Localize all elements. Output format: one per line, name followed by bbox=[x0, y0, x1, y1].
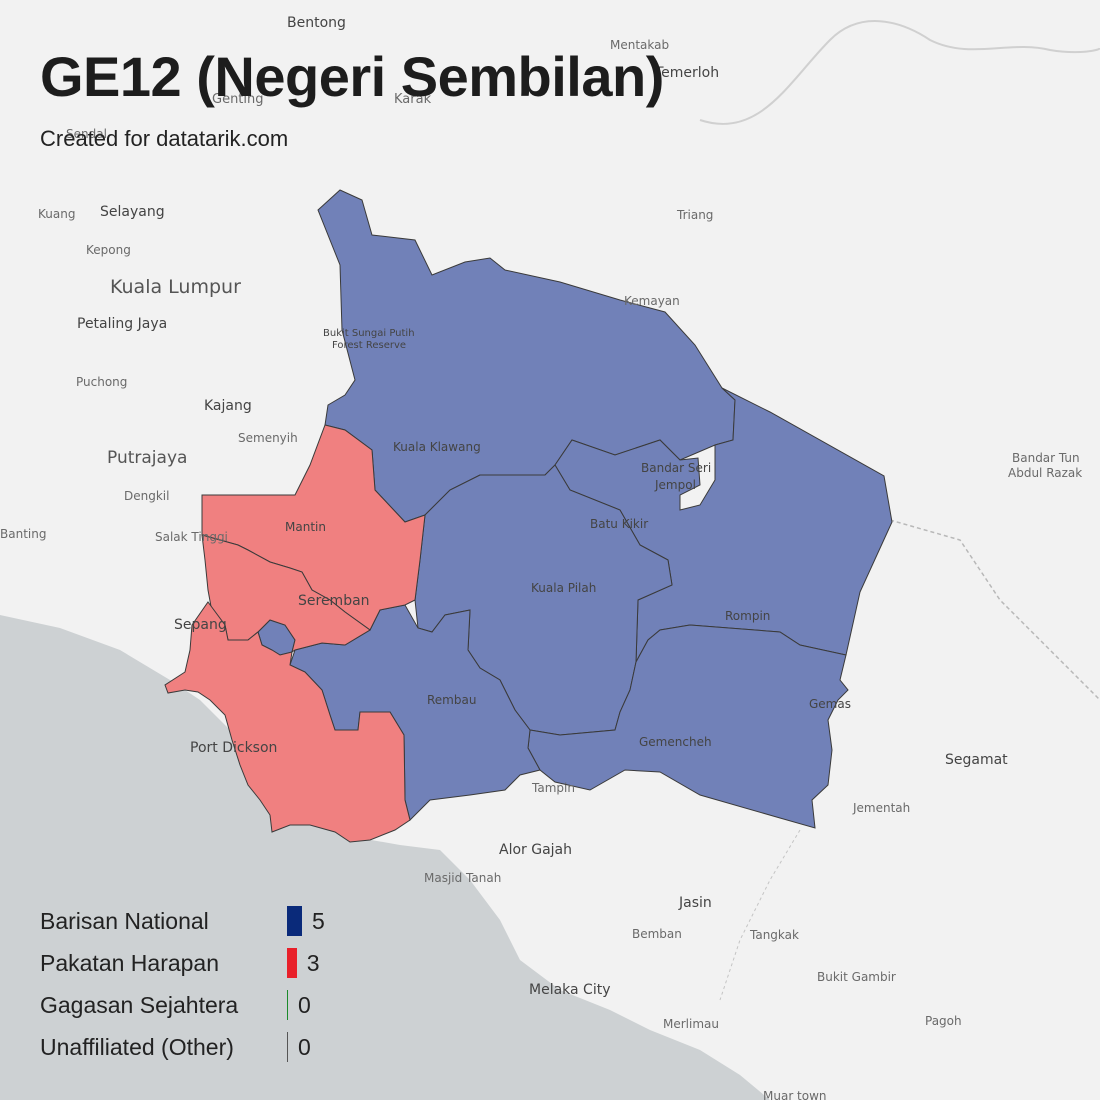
place-label-batu-kikir: Batu Kikir bbox=[590, 517, 648, 531]
place-label-dengkil: Dengkil bbox=[124, 489, 169, 503]
state-border bbox=[889, 519, 1100, 701]
legend-label: Unaffiliated (Other) bbox=[40, 1033, 234, 1060]
place-label-temerloh: Temerloh bbox=[654, 65, 719, 81]
place-label-mantin: Mantin bbox=[285, 520, 326, 534]
place-label-bandar-tun-abdul-razak-2: Abdul Razak bbox=[1008, 466, 1082, 480]
place-label-alor-gajah: Alor Gajah bbox=[499, 842, 572, 858]
place-label-kemayan: Kemayan bbox=[624, 294, 680, 308]
legend-label: Gagasan Sejahtera bbox=[40, 991, 239, 1018]
place-label-bemban: Bemban bbox=[632, 927, 682, 941]
place-label-sendal: Sendal bbox=[66, 127, 107, 141]
place-label-bentong: Bentong bbox=[287, 15, 346, 31]
legend-item-unaffiliated: Unaffiliated (Other) 0 bbox=[40, 1026, 325, 1068]
legend-bar bbox=[287, 990, 288, 1020]
place-label-karak: Karak bbox=[394, 92, 432, 107]
ph-constituencies bbox=[164, 424, 426, 843]
place-label-port-dickson: Port Dickson bbox=[190, 740, 277, 756]
place-labels: Bentong Mentakab Temerloh Genting Karak … bbox=[0, 15, 1082, 1100]
place-label-rompin: Rompin bbox=[725, 609, 770, 623]
place-label-melaka-city: Melaka City bbox=[529, 982, 611, 998]
place-label-tampin: Tampin bbox=[531, 781, 575, 795]
place-label-mentakab: Mentakab bbox=[610, 38, 669, 52]
place-label-selayang: Selayang bbox=[100, 204, 165, 220]
legend-item-barisan-national: Barisan National 5 bbox=[40, 900, 325, 942]
place-label-kuala-pilah: Kuala Pilah bbox=[531, 581, 596, 595]
place-label-segamat: Segamat bbox=[945, 752, 1008, 768]
legend-bar bbox=[287, 1032, 288, 1062]
legend-bar bbox=[287, 906, 302, 936]
place-label-gemas: Gemas bbox=[809, 697, 851, 711]
state-border bbox=[719, 829, 801, 1001]
place-label-salak-tinggi: Salak Tinggi bbox=[155, 530, 228, 544]
place-label-kepong: Kepong bbox=[86, 243, 131, 257]
legend-count: 3 bbox=[306, 949, 320, 976]
place-label-genting: Genting bbox=[212, 92, 264, 107]
place-label-forest-reserve-2: Forest Reserve bbox=[332, 340, 406, 351]
constituency-telok-kemang[interactable] bbox=[164, 601, 411, 843]
place-label-bandar-seri-jempol: Bandar Seri bbox=[641, 461, 711, 475]
place-label-bandar-seri-jempol-2: Jempol bbox=[654, 478, 696, 492]
place-label-petaling-jaya: Petaling Jaya bbox=[77, 316, 167, 332]
legend-label: Barisan National bbox=[40, 907, 209, 934]
constituency-tampin[interactable] bbox=[527, 624, 849, 829]
legend: Barisan National 5 Pakatan Harapan 3 Gag… bbox=[40, 900, 325, 1068]
legend-item-gagasan-sejahtera: Gagasan Sejahtera 0 bbox=[40, 984, 325, 1026]
place-label-kuang: Kuang bbox=[38, 207, 75, 221]
place-label-gemencheh: Gemencheh bbox=[639, 735, 712, 749]
bn-constituencies bbox=[257, 189, 893, 829]
place-label-tangkak: Tangkak bbox=[749, 928, 799, 942]
legend-count: 0 bbox=[298, 991, 311, 1018]
place-label-putrajaya: Putrajaya bbox=[107, 448, 187, 468]
place-label-semenyih: Semenyih bbox=[238, 431, 298, 445]
place-label-rembau: Rembau bbox=[427, 693, 476, 707]
legend-item-pakatan-harapan: Pakatan Harapan 3 bbox=[40, 942, 325, 984]
place-label-bandar-tun-abdul-razak: Bandar Tun bbox=[1012, 451, 1080, 465]
place-label-masjid-tanah: Masjid Tanah bbox=[424, 871, 501, 885]
legend-count: 5 bbox=[312, 907, 325, 934]
place-label-kajang: Kajang bbox=[204, 398, 252, 414]
place-label-pagoh: Pagoh bbox=[925, 1014, 962, 1028]
place-label-bukit-gambir: Bukit Gambir bbox=[817, 970, 896, 984]
legend-bar bbox=[287, 948, 297, 978]
place-label-seremban: Seremban bbox=[298, 593, 370, 609]
place-label-kuala-klawang: Kuala Klawang bbox=[393, 440, 481, 454]
page-title: GE12 (Negeri Sembilan) bbox=[40, 45, 664, 108]
place-label-sepang: Sepang bbox=[174, 617, 227, 633]
sea bbox=[0, 615, 770, 1100]
page-subtitle: Created for datatarik.com bbox=[40, 126, 289, 151]
place-label-muar-town: Muar town bbox=[763, 1089, 827, 1100]
legend-count: 0 bbox=[298, 1033, 311, 1060]
place-label-jementah: Jementah bbox=[852, 801, 910, 815]
place-label-banting: Banting bbox=[0, 527, 46, 541]
place-label-forest-reserve: Bukit Sungai Putih bbox=[323, 328, 415, 339]
place-label-kuala-lumpur: Kuala Lumpur bbox=[110, 276, 241, 298]
place-label-jasin: Jasin bbox=[678, 895, 712, 911]
place-label-merlimau: Merlimau bbox=[663, 1017, 719, 1031]
place-label-puchong: Puchong bbox=[76, 375, 127, 389]
place-label-triang: Triang bbox=[676, 208, 713, 222]
legend-label: Pakatan Harapan bbox=[40, 949, 220, 976]
river bbox=[699, 20, 1100, 125]
